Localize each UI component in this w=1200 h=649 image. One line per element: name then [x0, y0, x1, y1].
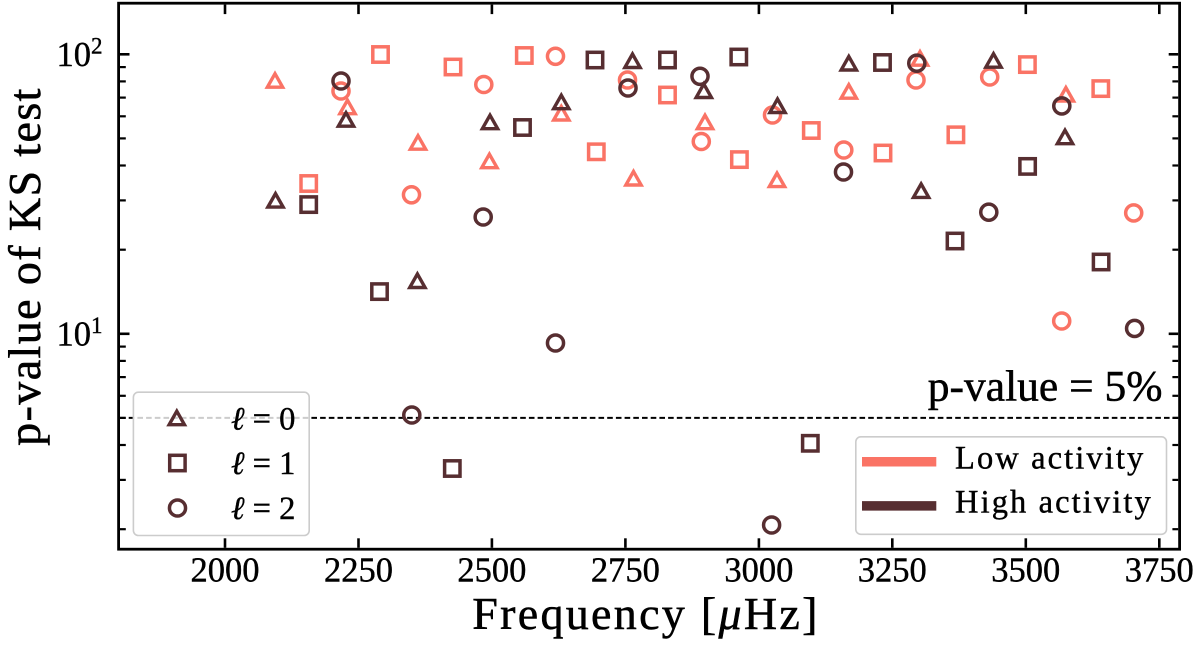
svg-text:p-value of KS test: p-value of KS test	[0, 87, 50, 446]
svg-text:3250: 3250	[858, 552, 927, 590]
svg-text:2250: 2250	[324, 552, 393, 590]
svg-text:2500: 2500	[457, 552, 526, 590]
svg-text:2000: 2000	[191, 552, 260, 590]
svg-text:Low activity: Low activity	[955, 440, 1145, 476]
svg-text:3750: 3750	[1125, 552, 1194, 590]
svg-text:ℓ = 1: ℓ = 1	[231, 446, 295, 482]
svg-text:Frequency [μHz]: Frequency [μHz]	[472, 588, 820, 639]
svg-text:2750: 2750	[591, 552, 660, 590]
svg-text:3500: 3500	[991, 552, 1060, 590]
svg-text:3000: 3000	[724, 552, 793, 590]
svg-text:ℓ = 2: ℓ = 2	[231, 491, 295, 527]
svg-text:High activity: High activity	[955, 484, 1153, 520]
svg-text:101: 101	[57, 313, 103, 353]
svg-text:ℓ = 0: ℓ = 0	[231, 401, 295, 437]
svg-text:p-value = 5%: p-value = 5%	[928, 363, 1163, 411]
